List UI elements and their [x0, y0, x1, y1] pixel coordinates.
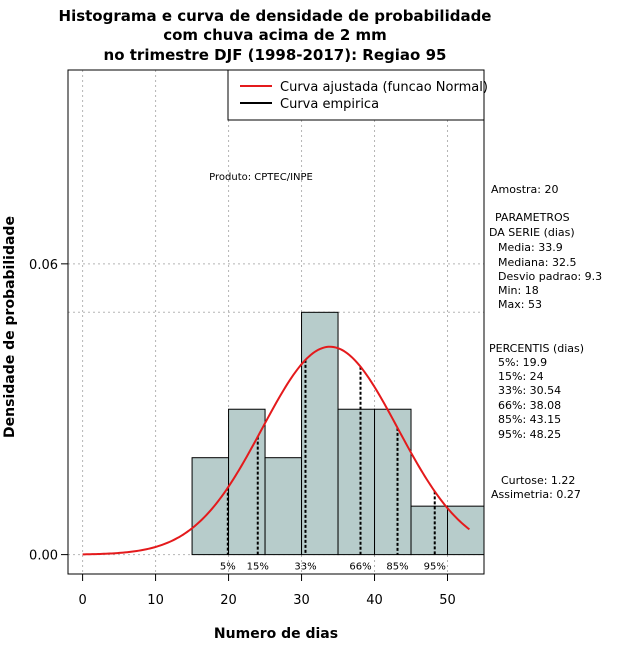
legend-box: [227, 69, 485, 121]
histogram-bar: [337, 408, 376, 556]
histogram-bar: [410, 505, 449, 556]
param-sd: Desvio padrao: 9.3: [498, 270, 602, 283]
x-tick-label: 10: [147, 593, 164, 608]
histogram-bar: [374, 408, 412, 556]
percentile-label: 15%: [247, 562, 269, 573]
chart-title-line-2: com chuva acima de 2 mm: [163, 26, 387, 44]
product-annotation: Produto: CPTEC/INPE: [209, 172, 313, 183]
x-tick-label: 50: [439, 593, 456, 608]
y-tick-label: 0.06: [29, 258, 58, 273]
percentile-markers: 5% 15% 33% 66% 85% 95%: [220, 359, 446, 573]
histogram-bar: [228, 408, 266, 556]
x-tick-label: 20: [220, 593, 237, 608]
y-axis-label: Densidade de probabilidade: [2, 216, 18, 438]
histogram-bar: [301, 311, 339, 556]
legend-label-empirical: Curva empirica: [280, 97, 379, 112]
legend: Curva ajustada (funcao Normal) Curva emp…: [227, 69, 488, 121]
percentile-label: 5%: [220, 562, 236, 573]
stats-panel: Amostra: 20 PARAMETROS DA SERIE (dias) M…: [489, 183, 602, 501]
x-tick-label: 30: [293, 593, 310, 608]
param-max: Max: 53: [498, 298, 542, 311]
assimetria: Assimetria: 0.27: [491, 488, 581, 501]
x-axis-label: Numero de dias: [214, 626, 338, 642]
normal-curve: [82, 345, 471, 556]
x-tick-label: 40: [366, 593, 383, 608]
percentil-85: 85%: 43.15: [498, 413, 561, 426]
params-header-2: DA SERIE (dias): [489, 226, 575, 239]
percentil-95: 95%: 48.25: [498, 428, 561, 441]
chart-title-line-1: Histograma e curva de densidade de proba…: [59, 7, 492, 25]
axes: 0 10 20 30 40 50 0.00 0.06: [29, 258, 456, 608]
percentile-label: 33%: [294, 562, 316, 573]
percentil-5: 5%: 19.9: [498, 356, 547, 369]
curtose: Curtose: 1.22: [501, 474, 575, 487]
sample-size: Amostra: 20: [491, 183, 558, 196]
percentile-label: 66%: [349, 562, 371, 573]
histogram-bar: [191, 457, 230, 556]
normal-curve-layer: [82, 345, 471, 556]
percentil-33: 33%: 30.54: [498, 384, 561, 397]
chart-title-line-3: no trimestre DJF (1998-2017): Regiao 95: [104, 46, 447, 64]
x-tick-label: 0: [78, 593, 86, 608]
param-mean: Media: 33.9: [498, 241, 563, 254]
percentile-label: 85%: [386, 562, 408, 573]
histogram-bar: [264, 457, 303, 556]
percentile-label: 95%: [424, 562, 446, 573]
percentil-66: 66%: 38.08: [498, 399, 561, 412]
params-header-1: PARAMETROS: [495, 211, 570, 224]
histogram-bars: [191, 311, 485, 556]
legend-label-normal: Curva ajustada (funcao Normal): [280, 80, 488, 95]
param-median: Mediana: 32.5: [498, 256, 576, 269]
percentil-15: 15%: 24: [498, 370, 544, 383]
y-tick-label: 0.00: [29, 549, 58, 564]
percentis-header: PERCENTIS (dias): [489, 342, 584, 355]
param-min: Min: 18: [498, 284, 539, 297]
